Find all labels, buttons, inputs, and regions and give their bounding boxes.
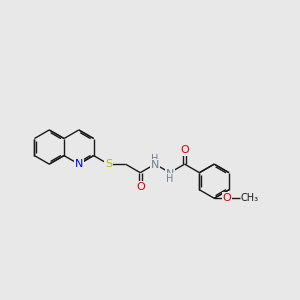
Text: H: H bbox=[166, 174, 173, 184]
Text: N: N bbox=[166, 169, 174, 179]
Text: N: N bbox=[151, 160, 159, 170]
Text: H: H bbox=[152, 154, 159, 164]
Text: CH₃: CH₃ bbox=[241, 193, 259, 203]
Text: O: O bbox=[223, 193, 231, 203]
Text: N: N bbox=[75, 159, 83, 169]
Text: S: S bbox=[105, 159, 112, 169]
Text: O: O bbox=[136, 182, 145, 192]
Text: O: O bbox=[180, 145, 189, 154]
